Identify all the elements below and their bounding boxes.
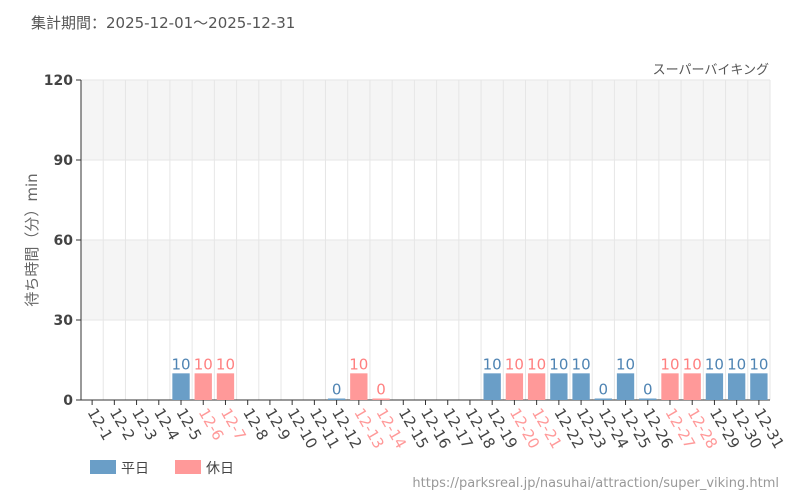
bar <box>327 398 346 400</box>
data-label: 10 <box>349 355 368 373</box>
data-label: 10 <box>505 355 524 373</box>
bar <box>594 398 612 400</box>
data-label: 0 <box>332 381 342 399</box>
bar <box>616 373 635 400</box>
bar <box>572 373 590 400</box>
bar <box>550 373 568 400</box>
data-label: 10 <box>194 355 213 373</box>
bar <box>527 373 546 400</box>
grid-band <box>81 240 770 320</box>
data-label: 10 <box>727 355 746 373</box>
data-label: 10 <box>483 355 502 373</box>
bar <box>505 373 524 400</box>
data-label: 10 <box>527 355 546 373</box>
data-label: 10 <box>171 355 190 373</box>
bar <box>483 373 501 400</box>
bar <box>727 373 746 400</box>
legend-swatch-holiday <box>175 460 201 474</box>
grid-band <box>81 80 770 160</box>
legend-swatch-weekday <box>90 460 116 474</box>
data-label: 10 <box>216 355 235 373</box>
legend-label-weekday: 平日 <box>121 461 149 477</box>
y-tick-label: 0 <box>63 393 73 409</box>
bar <box>705 373 724 400</box>
y-tick-label: 90 <box>54 153 74 169</box>
legend: 平日 休日 <box>90 460 234 477</box>
legend-label-holiday: 休日 <box>206 461 234 477</box>
data-label: 10 <box>549 355 568 373</box>
data-label: 0 <box>599 381 609 399</box>
chart-subtitle: スーパーバイキング <box>653 63 769 78</box>
data-label: 10 <box>616 355 635 373</box>
y-tick-label: 60 <box>54 233 74 249</box>
data-label: 0 <box>643 381 653 399</box>
bar <box>750 373 768 400</box>
y-tick-label: 120 <box>44 73 73 89</box>
bar <box>683 373 701 400</box>
source-url[interactable]: https://parksreal.jp/nasuhai/attraction/… <box>412 476 779 491</box>
data-label: 0 <box>376 381 386 399</box>
bar <box>194 373 212 400</box>
bar <box>661 373 679 400</box>
bar <box>350 373 368 400</box>
chart-title: 集計期間：2025-12-01～2025-12-31 <box>31 14 295 32</box>
bar <box>372 398 390 400</box>
bar <box>639 398 657 400</box>
data-label: 10 <box>683 355 702 373</box>
data-label: 10 <box>749 355 768 373</box>
bar <box>216 373 235 400</box>
data-label: 10 <box>705 355 724 373</box>
bar <box>172 373 190 400</box>
y-tick-label: 30 <box>54 313 74 329</box>
data-label: 10 <box>572 355 591 373</box>
y-axis-label: 待ち時間（分）min <box>23 173 41 306</box>
data-label: 10 <box>660 355 679 373</box>
